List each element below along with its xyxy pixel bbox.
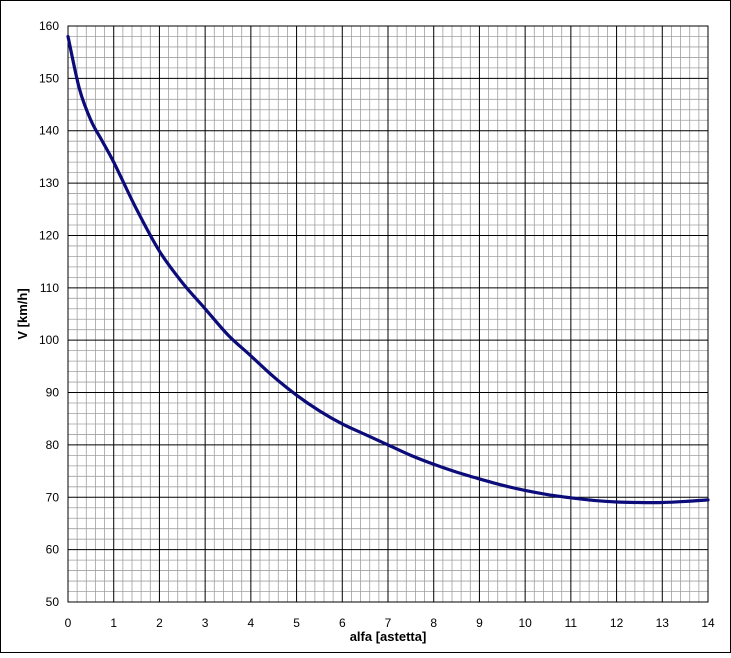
x-tick-label: 13: [656, 616, 670, 630]
y-tick-label: 150: [39, 71, 59, 85]
x-tick-label: 14: [701, 616, 715, 630]
x-tick-label: 3: [202, 616, 209, 630]
y-axis-label: V [km/h]: [15, 288, 30, 339]
x-tick-label: 5: [293, 616, 300, 630]
y-tick-label: 110: [40, 281, 59, 295]
y-tick-label: 50: [46, 595, 60, 609]
y-tick-labels: 50 60 70 80 90 100 110 120 130 140 150 160: [39, 19, 59, 609]
y-tick-label: 60: [46, 543, 60, 557]
x-tick-label: 8: [430, 616, 437, 630]
x-tick-label: 4: [248, 616, 255, 630]
major-grid: [68, 26, 708, 602]
x-tick-label: 7: [385, 616, 392, 630]
y-tick-label: 80: [46, 438, 60, 452]
x-tick-label: 6: [339, 616, 346, 630]
x-tick-label: 12: [610, 616, 624, 630]
x-tick-label: 1: [110, 616, 117, 630]
x-axis-label: alfa [astetta]: [350, 629, 427, 644]
y-tick-label: 90: [46, 386, 60, 400]
x-tick-label: 9: [476, 616, 483, 630]
x-tick-label: 0: [65, 616, 72, 630]
y-tick-label: 70: [46, 490, 60, 504]
y-tick-label: 130: [39, 176, 59, 190]
y-tick-label: 100: [39, 333, 59, 347]
y-tick-label: 160: [39, 19, 59, 33]
y-tick-label: 140: [39, 124, 59, 138]
y-tick-label: 120: [39, 228, 59, 242]
x-tick-label: 2: [156, 616, 163, 630]
x-tick-label: 10: [518, 616, 532, 630]
x-tick-label: 11: [565, 616, 578, 630]
